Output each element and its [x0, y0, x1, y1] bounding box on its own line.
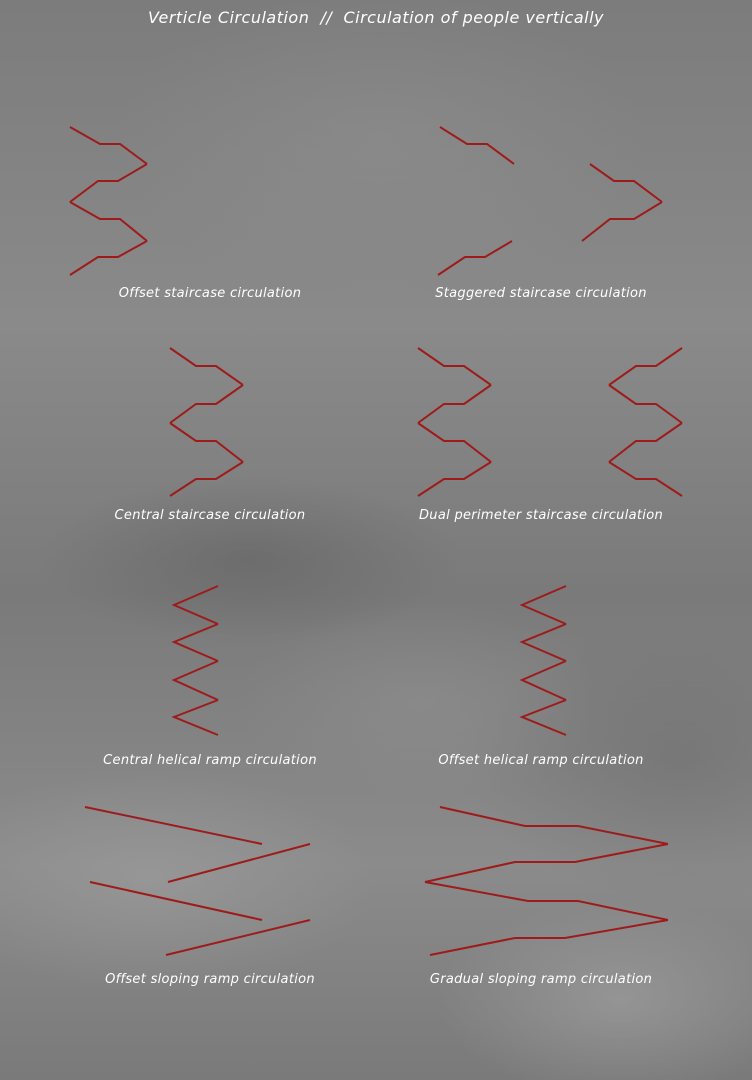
offset-sloping-ramp-circulation-path	[89, 881, 263, 921]
offset-staircase-circulation-path	[69, 163, 148, 203]
staggered-staircase-circulation-path	[581, 201, 663, 242]
caption-offset-helical-ramp: Offset helical ramp circulation	[438, 753, 644, 768]
offset-helical-ramp-circulation-path	[519, 660, 567, 701]
dual-perimeter-staircase-circulation-path	[417, 384, 492, 424]
dual-perimeter-staircase-circulation-path	[417, 422, 492, 463]
dual-perimeter-staircase-circulation-path	[608, 422, 683, 463]
central-staircase-circulation-path	[169, 422, 244, 463]
dual-perimeter-staircase-circulation-path	[608, 384, 683, 424]
dual-perimeter-staircase-circulation-path	[608, 461, 683, 497]
offset-sloping-ramp-circulation-path	[167, 843, 311, 883]
gradual-sloping-ramp-circulation-path	[439, 806, 669, 845]
caption-dual-perimeter-staircase: Dual perimeter staircase circulation	[419, 508, 663, 523]
dual-perimeter-staircase-circulation-path	[417, 461, 492, 497]
central-helical-ramp-circulation-path	[171, 699, 219, 736]
central-staircase-circulation-path	[169, 461, 244, 497]
offset-staircase-circulation-path	[69, 126, 148, 165]
caption-central-staircase: Central staircase circulation	[114, 508, 306, 523]
central-staircase-circulation-path	[169, 384, 244, 424]
offset-helical-ramp-circulation-path	[519, 623, 567, 662]
offset-staircase-circulation-path	[69, 240, 148, 276]
offset-sloping-ramp-circulation-path	[165, 919, 311, 956]
gradual-sloping-ramp-circulation-path	[429, 919, 669, 956]
caption-staggered-staircase: Staggered staircase circulation	[435, 286, 647, 301]
page-title: Verticle Circulation // Circulation of p…	[148, 8, 604, 27]
staggered-staircase-circulation-path	[439, 126, 515, 165]
caption-central-helical-ramp: Central helical ramp circulation	[103, 753, 317, 768]
gradual-sloping-ramp-circulation-path	[424, 881, 669, 921]
offset-helical-ramp-circulation-path	[519, 699, 567, 736]
caption-offset-staircase: Offset staircase circulation	[118, 286, 302, 301]
central-staircase-circulation-path	[169, 347, 244, 386]
caption-gradual-sloping-ramp: Gradual sloping ramp circulation	[429, 972, 653, 987]
staggered-staircase-circulation-path	[437, 240, 513, 276]
central-helical-ramp-circulation-path	[171, 585, 219, 625]
dual-perimeter-staircase-circulation-path	[608, 347, 683, 386]
caption-offset-sloping-ramp: Offset sloping ramp circulation	[105, 972, 315, 987]
dual-perimeter-staircase-circulation-path	[417, 347, 492, 386]
central-helical-ramp-circulation-path	[171, 623, 219, 662]
staggered-staircase-circulation-path	[589, 163, 663, 203]
central-helical-ramp-circulation-path	[171, 660, 219, 701]
offset-staircase-circulation-path	[69, 201, 148, 242]
gradual-sloping-ramp-circulation-path	[424, 843, 669, 883]
offset-sloping-ramp-circulation-path	[84, 806, 263, 845]
offset-helical-ramp-circulation-path	[519, 585, 567, 625]
